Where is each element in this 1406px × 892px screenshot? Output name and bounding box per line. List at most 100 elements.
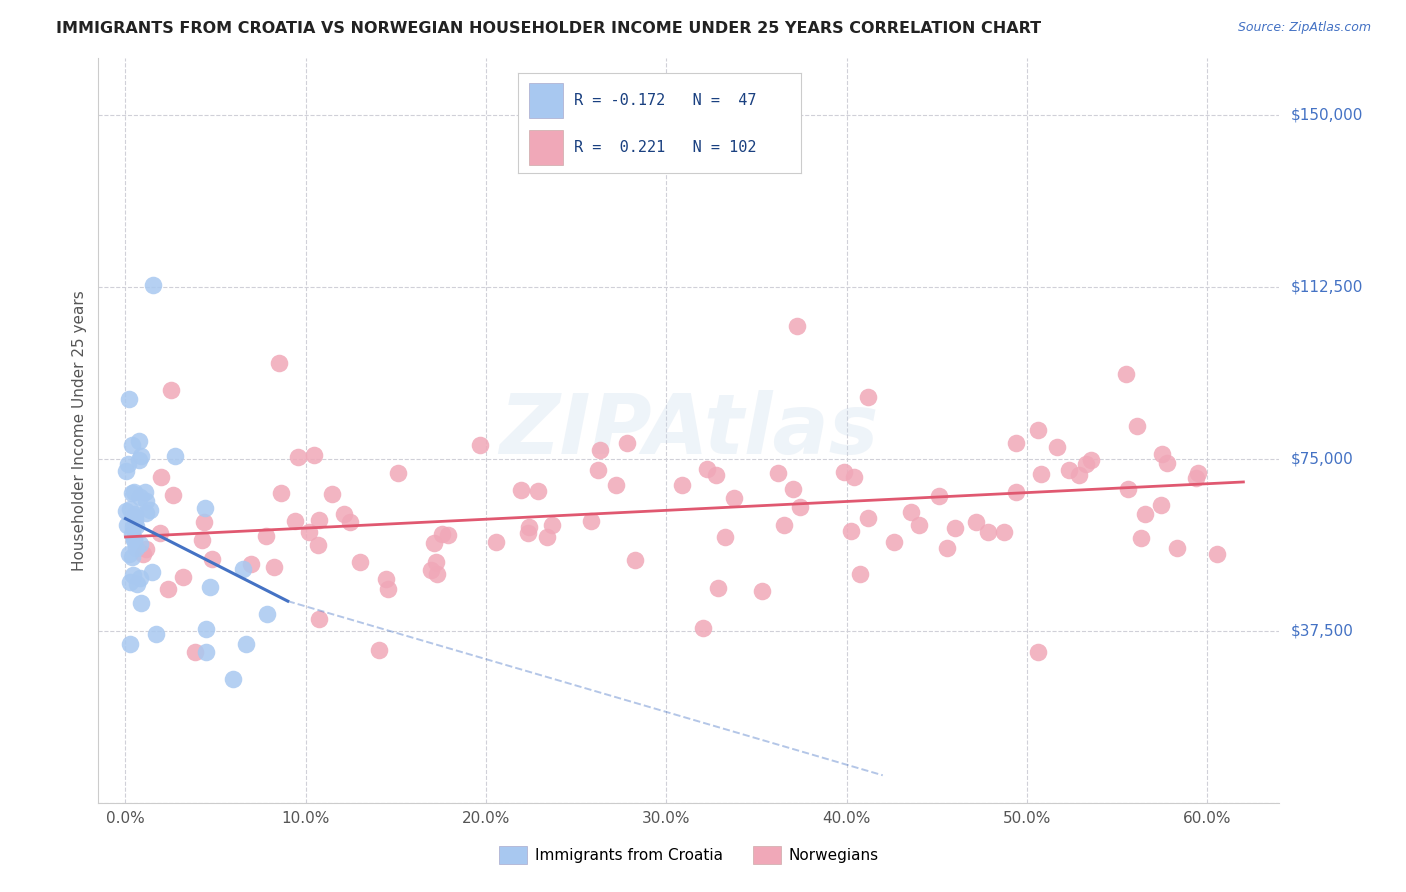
Point xyxy=(714,530,737,544)
Point xyxy=(333,507,356,521)
Point xyxy=(129,537,152,551)
Point xyxy=(1129,531,1152,545)
Point xyxy=(232,562,254,576)
Point xyxy=(1206,547,1229,561)
Point xyxy=(124,532,146,546)
Point xyxy=(773,518,796,533)
Point xyxy=(284,514,307,528)
Text: Source: ZipAtlas.com: Source: ZipAtlas.com xyxy=(1237,21,1371,34)
Point xyxy=(786,319,808,334)
Point xyxy=(117,517,139,532)
Point xyxy=(1004,436,1026,450)
Point xyxy=(121,438,143,452)
Point xyxy=(900,505,922,519)
Point xyxy=(589,442,612,457)
Point xyxy=(1185,471,1208,485)
Point xyxy=(124,513,146,527)
Point xyxy=(1166,541,1188,555)
Point xyxy=(193,516,215,530)
Point xyxy=(115,464,138,478)
Text: IMMIGRANTS FROM CROATIA VS NORWEGIAN HOUSEHOLDER INCOME UNDER 25 YEARS CORRELATI: IMMIGRANTS FROM CROATIA VS NORWEGIAN HOU… xyxy=(56,21,1042,36)
Point xyxy=(141,565,163,579)
Point xyxy=(768,466,790,480)
Point xyxy=(419,563,441,577)
Point xyxy=(1187,466,1209,480)
Point xyxy=(122,485,145,500)
Point xyxy=(287,450,309,465)
Point xyxy=(671,478,693,492)
Point xyxy=(540,518,562,533)
Point xyxy=(118,502,141,516)
Point xyxy=(1150,447,1173,461)
Point xyxy=(122,568,145,582)
Point xyxy=(470,438,492,452)
Point xyxy=(936,541,959,555)
Point xyxy=(195,644,218,658)
Point xyxy=(194,622,217,636)
Point xyxy=(782,482,804,496)
Point xyxy=(1125,418,1147,433)
Point xyxy=(1026,644,1049,658)
Point xyxy=(120,574,142,589)
Point xyxy=(128,452,150,467)
Point xyxy=(165,449,187,463)
Point xyxy=(437,528,460,542)
Point xyxy=(623,552,645,566)
Point xyxy=(586,463,609,477)
Point xyxy=(377,582,399,596)
Legend: Immigrants from Croatia, Norwegians: Immigrants from Croatia, Norwegians xyxy=(494,839,884,870)
Point xyxy=(387,466,409,480)
Point xyxy=(1026,423,1049,437)
Point xyxy=(368,643,391,657)
Point xyxy=(302,448,325,462)
Point xyxy=(977,524,1000,539)
Point xyxy=(256,607,278,621)
Point xyxy=(121,549,143,564)
Point xyxy=(129,596,152,610)
Point xyxy=(1046,441,1069,455)
Point xyxy=(129,450,152,464)
Point xyxy=(839,524,862,538)
Text: $75,000: $75,000 xyxy=(1291,451,1354,467)
Point xyxy=(943,521,966,535)
Point xyxy=(145,627,167,641)
Point xyxy=(200,580,222,594)
Point xyxy=(616,436,638,450)
Point xyxy=(517,526,540,541)
Point xyxy=(235,636,257,650)
Point xyxy=(842,470,865,484)
Point xyxy=(751,584,773,599)
Point xyxy=(135,494,157,508)
Point xyxy=(696,462,718,476)
Point xyxy=(149,526,172,541)
Point xyxy=(117,457,139,471)
Point xyxy=(832,465,855,479)
Point xyxy=(121,486,143,500)
Point xyxy=(128,434,150,448)
Point xyxy=(426,567,449,582)
Point xyxy=(430,526,453,541)
Point xyxy=(139,503,162,517)
Point xyxy=(134,484,156,499)
Point xyxy=(1029,467,1052,481)
Point xyxy=(125,541,148,555)
Point xyxy=(1135,507,1157,521)
Point xyxy=(536,530,558,544)
Point xyxy=(339,515,361,529)
Point xyxy=(124,533,146,548)
Point xyxy=(124,507,146,521)
Point xyxy=(928,489,950,503)
Point xyxy=(856,390,879,404)
Y-axis label: Householder Income Under 25 years: Householder Income Under 25 years xyxy=(72,290,87,571)
Point xyxy=(160,384,183,398)
Point xyxy=(374,573,396,587)
Point xyxy=(118,392,141,407)
Point xyxy=(135,542,157,557)
Point xyxy=(129,571,152,585)
Point xyxy=(221,672,243,686)
Point xyxy=(707,582,730,596)
Point xyxy=(704,467,727,482)
Point xyxy=(965,515,987,529)
Point xyxy=(124,510,146,524)
Point xyxy=(270,486,292,500)
